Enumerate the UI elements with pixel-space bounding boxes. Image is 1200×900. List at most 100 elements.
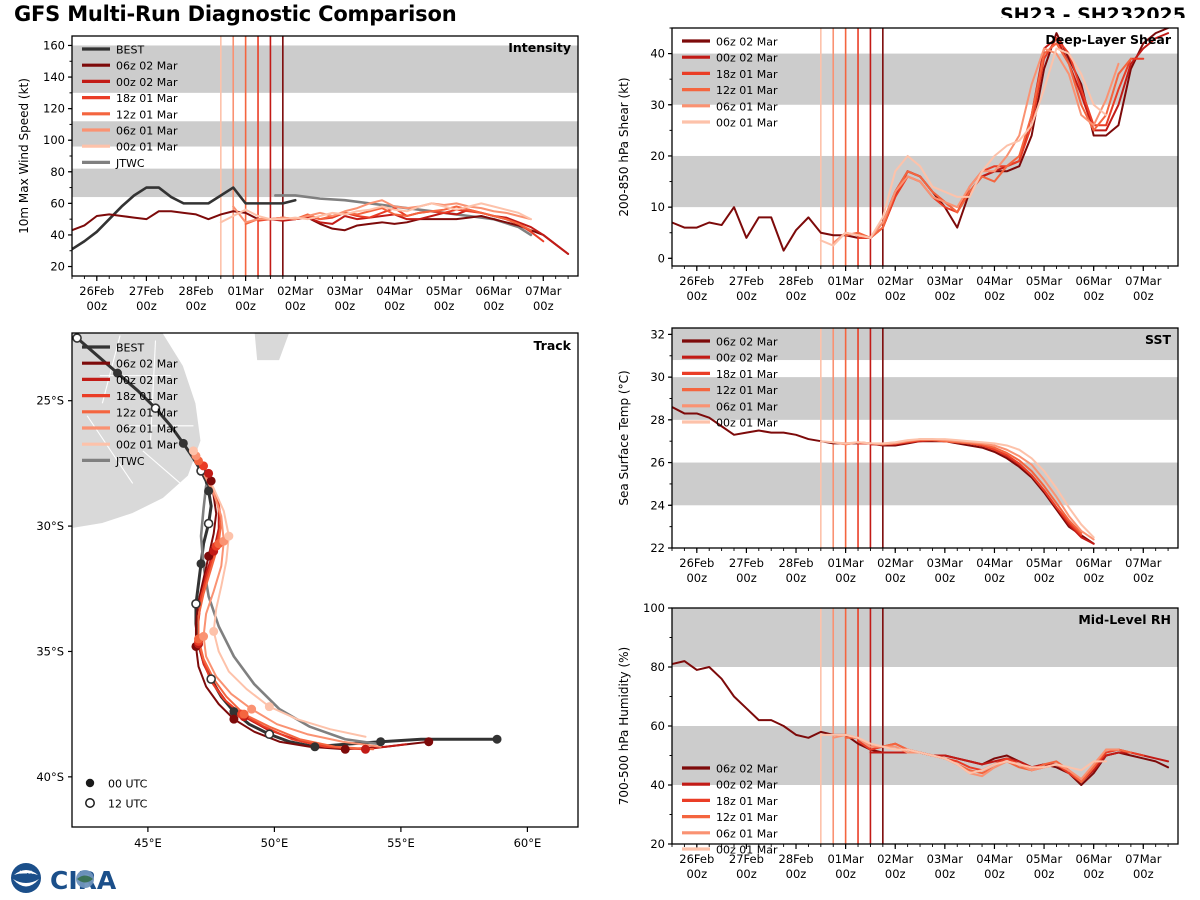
x-tick-hour-label: 00z: [835, 571, 856, 585]
x-tick-label: 26Feb: [679, 274, 714, 288]
y-tick-label: 80: [650, 660, 665, 674]
y-tick-label: 40: [650, 47, 665, 61]
svg-text:NOAA: NOAA: [19, 870, 33, 876]
y-axis: 22 24 26 28 30 32: [650, 327, 672, 555]
panel-sst: 22 24 26 28 30 32 Sea Surface Temp (°C) 26Feb 00…: [600, 318, 1200, 600]
track-06z-02-mar: [194, 479, 430, 751]
x-tick-label: 04Mar: [376, 284, 413, 298]
init-time-lines: [820, 328, 884, 548]
x-tick-label: 03Mar: [927, 556, 964, 570]
x-tick-label: 60°E: [514, 836, 542, 850]
y-tick-label: 32: [650, 327, 665, 341]
chart-intensity: 20 40 60 80 100 120 140 160 10m Max Wind Speed (…: [0, 28, 600, 328]
x-tick-label: 28Feb: [179, 284, 214, 298]
legend-label: BEST: [116, 342, 144, 355]
series-00z-01-mar: [219, 202, 532, 224]
legend-label: 06z 02 Mar: [716, 336, 778, 349]
x-tick-label: 07Mar: [525, 284, 562, 298]
shaded-band: [672, 608, 1178, 667]
legend-label: 00z 02 Mar: [716, 52, 778, 65]
clip-top: [0, 28, 600, 36]
marker-00utc: [229, 714, 239, 724]
legend-label: 00z 01 Mar: [116, 141, 178, 154]
x-tick-hour-label: 00z: [885, 867, 906, 881]
x-tick-hour-label: 00z: [835, 867, 856, 881]
y-tick-label: 160: [43, 38, 65, 52]
y-axis-label: 10m Max Wind Speed (kt): [17, 78, 31, 234]
clip-left: [0, 325, 72, 885]
chart-track: 25°S 30°S 35°S 40°S 45°E 50°E 55°E 60°E Track BES…: [0, 325, 600, 885]
legend-label: 00z 02 Mar: [116, 76, 178, 89]
x-tick-hour-label: 00z: [1034, 867, 1055, 881]
x-tick-label: 07Mar: [1125, 852, 1162, 866]
shaded-bands: [72, 45, 578, 198]
marker-00utc: [113, 368, 123, 378]
x-tick-hour-label: 00z: [935, 571, 956, 585]
x-axis: 26Feb00z27Feb00z28Feb00z01Mar00z02Mar00z…: [671, 548, 1169, 585]
clip-left: [0, 28, 72, 328]
clip-bottom: [600, 549, 1200, 600]
x-tick-label: 26Feb: [679, 852, 714, 866]
x-tick-label: 06Mar: [1075, 852, 1112, 866]
y-tick-label: 20: [50, 260, 65, 274]
legend-label: 12z 01 Mar: [716, 811, 778, 824]
x-tick-label: 04Mar: [976, 852, 1013, 866]
y-tick-label: 24: [650, 498, 665, 512]
panel-title: Mid-Level RH: [1078, 612, 1171, 627]
legend-label: 00z 02 Mar: [716, 352, 778, 365]
legend-label: 18z 01 Mar: [716, 68, 778, 81]
x-tick-label: 03Mar: [927, 852, 964, 866]
legend-label: 06z 02 Mar: [716, 763, 778, 776]
y-tick-label: 30: [650, 98, 665, 112]
legend-label: 18z 01 Mar: [116, 92, 178, 105]
clip-top: [600, 598, 1200, 608]
noaa-logo: NOAA: [11, 863, 41, 893]
cira-logo: CIRA: [50, 866, 127, 895]
series-00z-01-mar: [819, 438, 1095, 539]
x-tick-hour-label: 00z: [1133, 867, 1154, 881]
y-tick-label: 40: [650, 778, 665, 792]
x-tick-hour-label: 00z: [686, 289, 707, 303]
x-tick-label: 27Feb: [729, 274, 764, 288]
init-time-lines: [220, 36, 284, 276]
y-tick-label: 100: [43, 133, 65, 147]
y-tick-label: 22: [650, 541, 665, 555]
legend: BEST 06z 02 Mar 00z 02 Mar 18z 01 Mar 12z 01…: [82, 44, 178, 170]
land-border: [149, 340, 157, 444]
x-axis: 26Feb00z27Feb00z28Feb00z01Mar00z02Mar00z…: [671, 844, 1169, 881]
legend-label: 00z 01 Mar: [116, 439, 178, 452]
marker-00utc: [264, 702, 274, 712]
legend-label: 12z 01 Mar: [716, 384, 778, 397]
x-tick-label: 05Mar: [426, 284, 463, 298]
x-tick-label: 27Feb: [129, 284, 164, 298]
marker-00utc: [492, 734, 502, 744]
x-tick-label: 06Mar: [1075, 556, 1112, 570]
x-tick-hour-label: 00z: [1133, 289, 1154, 303]
marker-12utc: [150, 403, 161, 414]
data-series: [70, 186, 570, 255]
x-tick-hour-label: 00z: [786, 289, 807, 303]
clip-top: [600, 18, 1200, 28]
panel-track: 25°S 30°S 35°S 40°S 45°E 50°E 55°E 60°E Track BES…: [0, 325, 600, 885]
marker-00utc: [188, 446, 198, 456]
y-tick-label: 0: [658, 251, 665, 265]
legend-label: 18z 01 Mar: [116, 390, 178, 403]
legend-label: 06z 01 Mar: [116, 125, 178, 138]
x-tick-hour-label: 00z: [235, 299, 256, 313]
x-tick-label: 05Mar: [1026, 852, 1063, 866]
x-tick-hour-label: 00z: [285, 299, 306, 313]
y-tick-label: 80: [50, 165, 65, 179]
x-tick-label: 55°E: [387, 836, 415, 850]
series-00z-02-mar: [269, 208, 570, 255]
marker-00utc: [229, 707, 239, 717]
panel-title: Deep-Layer Shear: [1045, 32, 1171, 47]
marker-00utc: [224, 531, 234, 541]
x-tick-hour-label: 00z: [1083, 571, 1104, 585]
y-tick-label: 60: [650, 719, 665, 733]
marker-00utc: [340, 744, 350, 754]
clip-right: [579, 325, 600, 885]
shaded-band: [672, 377, 1178, 420]
plot-frame: [671, 27, 1179, 267]
